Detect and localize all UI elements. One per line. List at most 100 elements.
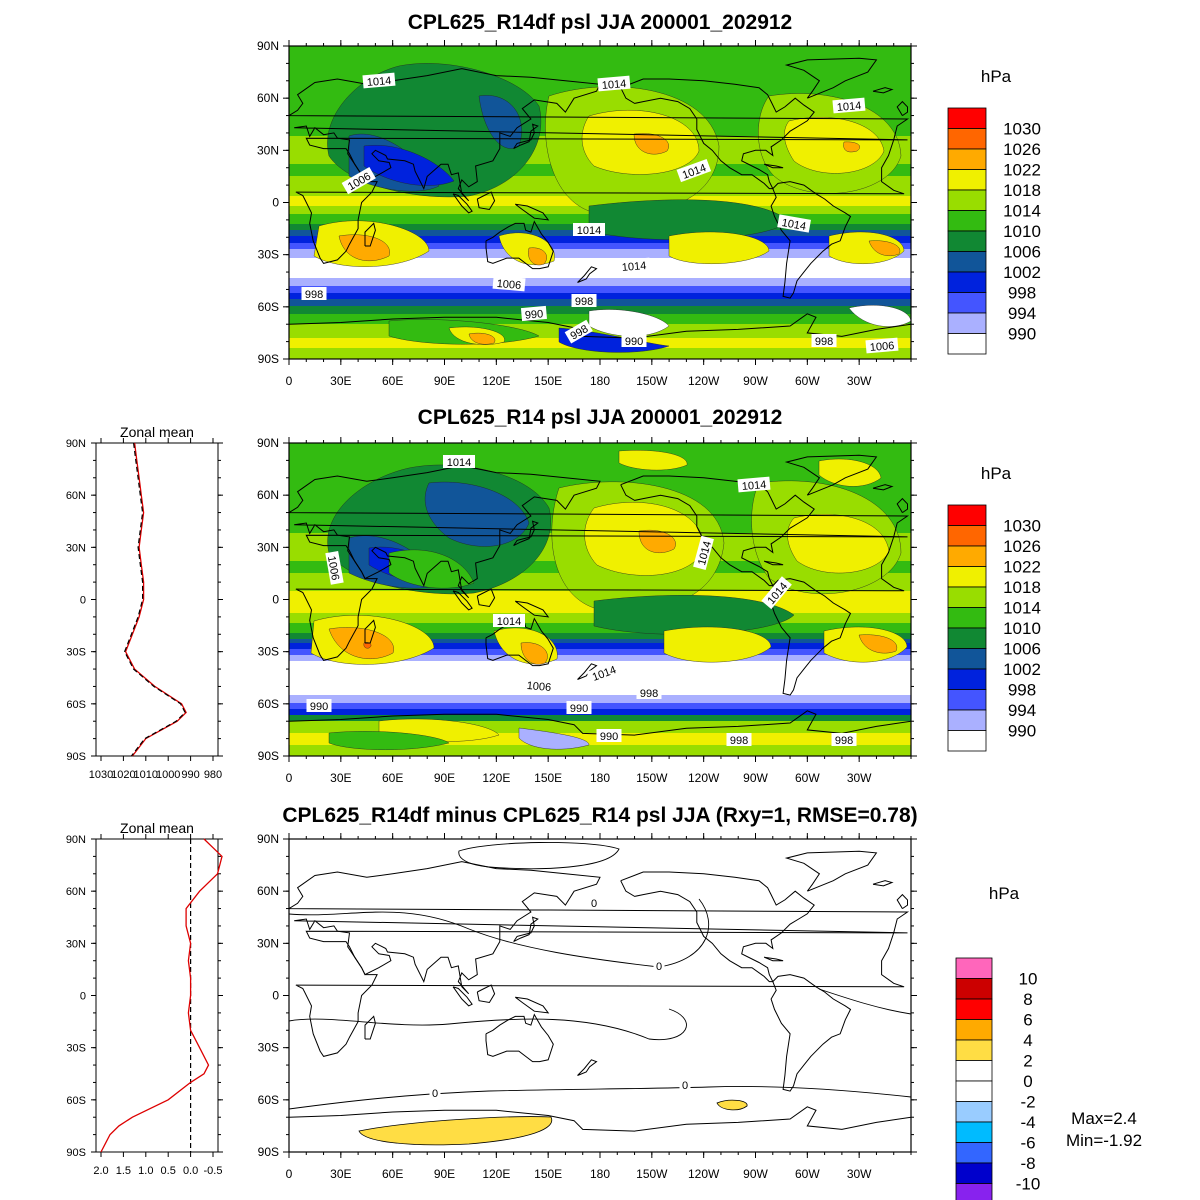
lat-tick-label: 30S <box>258 248 279 262</box>
contour-label-bg <box>588 896 600 909</box>
colorbar-label: 994 <box>1008 701 1036 720</box>
zonal-lat-tick-label: 90S <box>66 751 86 763</box>
contour-label-bg <box>811 334 837 347</box>
zonal-lat-tick-label: 60N <box>66 490 86 502</box>
contour-label-bg <box>573 223 605 236</box>
colorbar-label: 10 <box>1019 970 1038 989</box>
psl-band <box>289 649 911 655</box>
colorbar-label: 1010 <box>1003 619 1041 638</box>
lat-tick-label: 60N <box>257 884 279 898</box>
coastline-madagascar <box>364 1015 376 1040</box>
lat-tick-label: 90N <box>257 39 279 53</box>
contour-label-bg <box>653 959 665 972</box>
panel-title: CPL625_R14 psl JJA 200001_202912 <box>418 406 783 429</box>
lon-tick-label: 90W <box>743 771 768 785</box>
contour-label: 0 <box>429 1086 441 1100</box>
zonal-mean-panel-3: Zonal mean 90N 60N 30N 0 30S 60S 90S 2.0 1.5 1.0 0.… <box>66 820 223 1177</box>
coastline-greenland <box>784 850 878 892</box>
contour-label-bg <box>617 257 651 274</box>
coastline-antarctica <box>289 1106 911 1132</box>
lon-tick-label: 30W <box>847 374 872 388</box>
coastline-sumatra <box>452 590 473 611</box>
psl-band <box>289 249 911 258</box>
lon-tick-label: 90W <box>743 374 768 388</box>
contour-label-text: 990 <box>625 336 643 348</box>
lon-tick-label: 120E <box>482 771 510 785</box>
zonal-lat-tick-label: 90S <box>66 1147 86 1159</box>
colorbar-swatch <box>947 107 987 129</box>
psl-region <box>520 642 548 665</box>
contour-label: 1014 <box>777 214 811 233</box>
contour-label-bg <box>586 660 622 685</box>
contour-label-bg <box>777 214 811 233</box>
zonal-x-tick-label: 0.0 <box>183 1165 198 1177</box>
lon-tick-label: 180 <box>590 374 610 388</box>
contour-label-text: 998 <box>640 688 658 700</box>
colorbar-label: 8 <box>1023 990 1032 1009</box>
zonal-mean-title: Zonal mean <box>120 820 194 836</box>
coastline-australia <box>485 220 554 270</box>
map-axes-2: 90N 60N 30N 0 30S 60S 90S 0 30E 60E 90E 120E 150E 180… <box>257 436 917 785</box>
coastlines <box>289 454 911 736</box>
lon-tick-label: 60E <box>382 771 403 785</box>
colorbar-label: 4 <box>1023 1031 1032 1050</box>
coastline-sumatra <box>452 193 473 214</box>
lon-tick-label: 60W <box>795 771 820 785</box>
colorbar-label: 1006 <box>1003 243 1041 262</box>
contour-label-text: 990 <box>310 701 328 713</box>
colorbar-swatch <box>947 189 987 211</box>
psl-region <box>618 450 688 471</box>
colorbar-swatch <box>947 169 987 191</box>
coastline-cuba <box>763 956 784 962</box>
zonal-x-tick-label: 2.0 <box>93 1165 108 1177</box>
lat-tick-label: 90S <box>258 1145 279 1159</box>
psl-region <box>784 117 885 174</box>
contour-label-bg <box>726 733 752 746</box>
lat-tick-label: 90N <box>257 832 279 846</box>
colorbar-swatch <box>955 1039 993 1061</box>
coastline-namerica <box>620 475 815 587</box>
coastline-samerica <box>770 181 852 299</box>
colorbar-swatch <box>947 230 987 252</box>
map-axes-3: 90N 60N 30N 0 30S 60S 90S 0 30E 60E 90E 120E 150E 180… <box>257 832 917 1181</box>
colorbar-label: 0 <box>1023 1072 1032 1091</box>
coastline-borneo <box>476 191 496 211</box>
lon-tick-label: 60E <box>382 374 403 388</box>
psl-band <box>289 299 911 306</box>
contour-label-bg <box>492 275 526 292</box>
coastline-namerica <box>620 78 815 190</box>
lat-tick-label: 90N <box>257 436 279 450</box>
colorbar-swatch <box>955 1080 993 1102</box>
contour-label-text: 990 <box>570 703 588 715</box>
colorbar-label: -10 <box>1016 1175 1041 1194</box>
lon-tick-label: 150E <box>534 771 562 785</box>
lat-tick-label: 30S <box>258 1041 279 1055</box>
colorbar-swatch <box>947 333 987 355</box>
contour-label-text: 990 <box>524 308 543 322</box>
contour-label-text: 0 <box>591 898 597 910</box>
coastline-newguinea <box>514 600 550 618</box>
colorbar-label: 994 <box>1008 304 1036 323</box>
psl-band <box>289 243 911 249</box>
diff-positive-region <box>358 1116 553 1146</box>
coastline-africa <box>295 137 905 264</box>
coastline-samerica <box>770 974 852 1092</box>
colorbar-swatch <box>955 1162 993 1184</box>
contour-label-bg <box>832 97 866 114</box>
colorbar-label: 1018 <box>1003 181 1041 200</box>
contour-label-text: 1014 <box>781 217 807 233</box>
lon-tick-label: 60W <box>795 1167 820 1181</box>
psl-region <box>328 731 450 750</box>
coastline-uk <box>896 893 908 910</box>
lon-tick-label: 30W <box>847 1167 872 1181</box>
contour-label-bg <box>566 701 592 714</box>
colorbar-unit: hPa <box>989 884 1020 903</box>
contour-label: 998 <box>831 733 857 747</box>
coastline-africa <box>295 930 905 1057</box>
colorbar-label: 1022 <box>1003 161 1041 180</box>
lon-tick-label: 150E <box>534 1167 562 1181</box>
contour-label-text: 1014 <box>621 260 646 274</box>
zonal-x-tick-label: 1010 <box>134 769 158 781</box>
contour-label-bg <box>597 75 631 92</box>
